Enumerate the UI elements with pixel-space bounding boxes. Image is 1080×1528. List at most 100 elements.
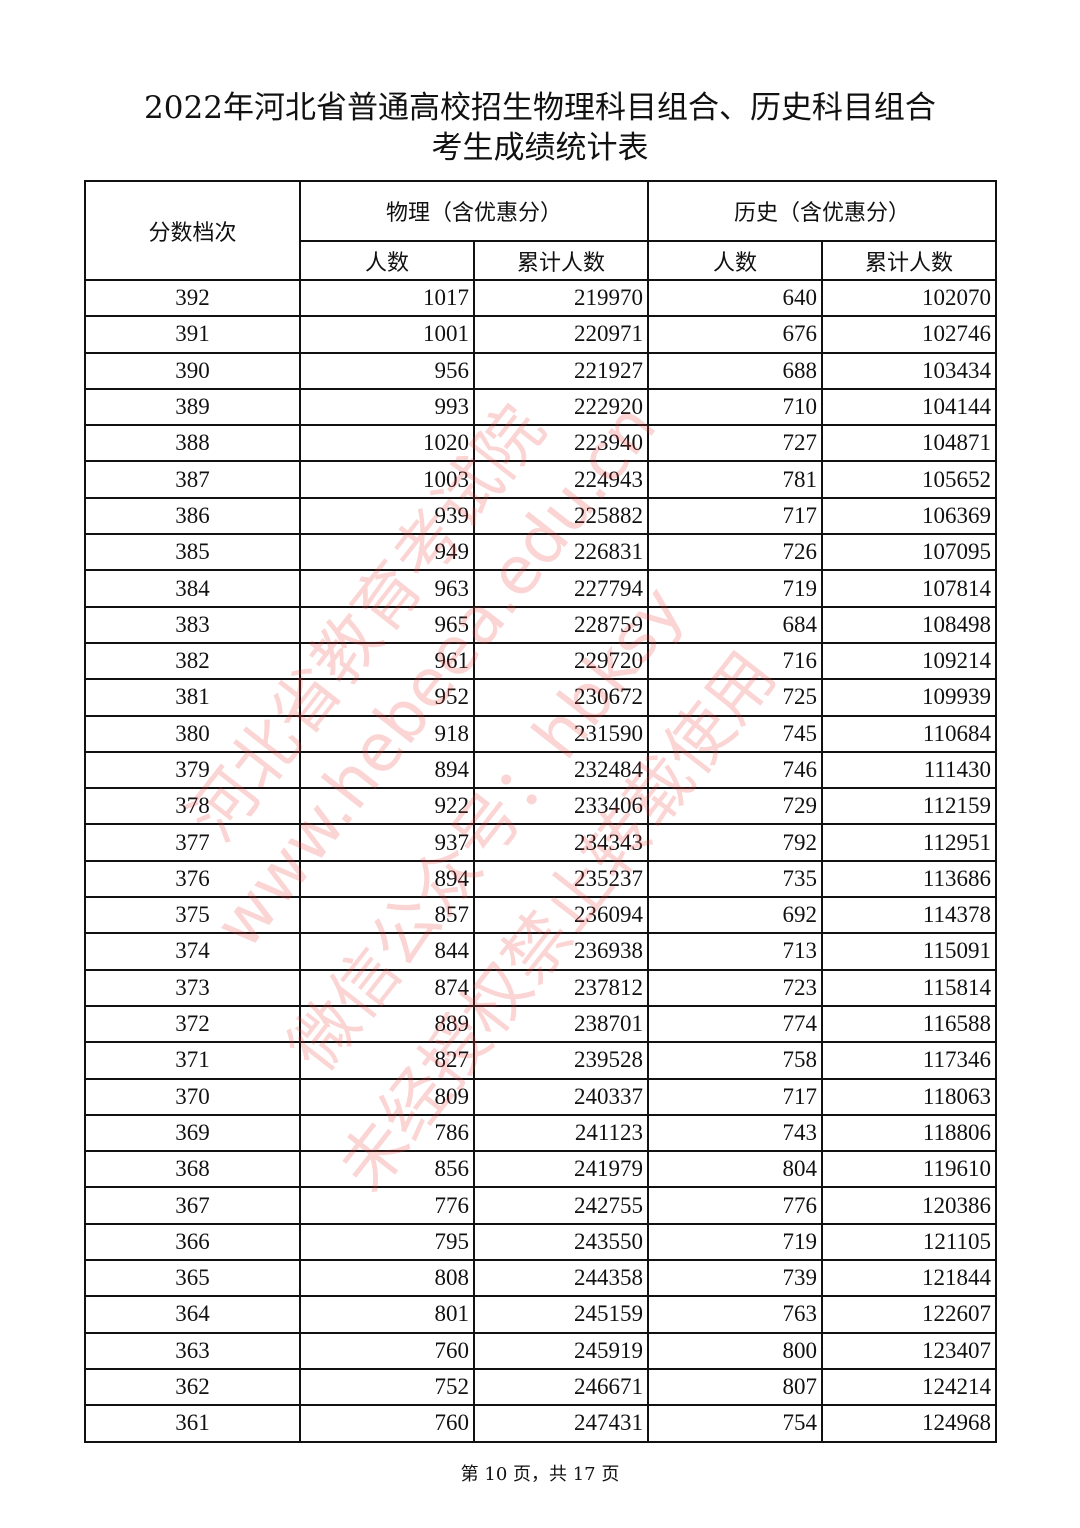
cell-physics-cumulative: 234343 (472, 823, 650, 862)
cell-history-cumulative: 121105 (821, 1222, 998, 1262)
cell-history-cumulative: 118806 (821, 1113, 998, 1153)
cell-physics-count: 894 (299, 859, 475, 899)
cell-history-count: 774 (647, 1004, 824, 1044)
cell-history-count: 800 (647, 1331, 824, 1370)
page-number: 第 10 页，共 17 页 (460, 1464, 620, 1485)
cell-score: 367 (84, 1186, 301, 1225)
cell-score: 371 (84, 1041, 301, 1080)
table-row: 392 1017 219970 640 102070 (84, 278, 998, 318)
cell-physics-count: 809 (299, 1077, 475, 1116)
cell-history-count: 676 (647, 315, 824, 354)
cell-score: 370 (84, 1077, 301, 1116)
table-row: 367 776 242755 776 120386 (84, 1186, 998, 1225)
table-row: 379 894 232484 746 111430 (84, 750, 998, 790)
cell-score: 385 (84, 533, 301, 572)
cell-score: 369 (84, 1113, 301, 1153)
cell-history-cumulative: 124214 (821, 1367, 998, 1407)
header-physics: 物理（含优惠分） (298, 180, 650, 242)
table-row: 391 1001 220971 676 102746 (84, 315, 998, 354)
cell-physics-cumulative: 237812 (472, 968, 650, 1007)
document-title: 2022年河北省普通高校招生物理科目组合、历史科目组合 (144, 90, 936, 126)
table-row: 362 752 246671 807 124214 (84, 1367, 998, 1407)
cell-physics-cumulative: 220971 (472, 315, 650, 354)
table-row: 374 844 236938 713 115091 (84, 932, 998, 971)
cell-physics-count: 776 (299, 1186, 475, 1225)
cell-history-cumulative: 121844 (821, 1259, 998, 1298)
cell-history-count: 716 (647, 641, 824, 681)
cell-history-count: 792 (647, 823, 824, 862)
cell-physics-count: 752 (299, 1367, 475, 1407)
cell-history-count: 743 (647, 1113, 824, 1153)
cell-history-count: 754 (647, 1404, 824, 1443)
header-physics-count: 人数 (299, 240, 475, 281)
cell-history-count: 692 (647, 896, 824, 935)
cell-history-count: 729 (647, 787, 824, 826)
document-subtitle: 考生成绩统计表 (431, 130, 649, 166)
cell-score: 361 (84, 1404, 301, 1443)
table-row: 370 809 240337 717 118063 (84, 1077, 998, 1116)
table-row: 383 965 228759 684 108498 (84, 605, 998, 644)
cell-score: 381 (84, 678, 301, 717)
cell-score: 382 (84, 641, 301, 681)
cell-physics-cumulative: 245159 (472, 1295, 650, 1334)
cell-history-count: 684 (647, 605, 824, 644)
table-row: 376 894 235237 735 113686 (84, 859, 998, 899)
cell-physics-count: 801 (299, 1295, 475, 1334)
cell-physics-count: 963 (299, 569, 475, 608)
cell-physics-cumulative: 224943 (472, 460, 650, 499)
table-row: 366 795 243550 719 121105 (84, 1222, 998, 1262)
cell-history-cumulative: 104871 (821, 424, 998, 463)
cell-physics-count: 939 (299, 496, 475, 536)
cell-physics-cumulative: 246671 (472, 1367, 650, 1407)
cell-physics-cumulative: 245919 (472, 1331, 650, 1370)
cell-physics-cumulative: 223940 (472, 424, 650, 463)
cell-physics-cumulative: 233406 (472, 787, 650, 826)
cell-score: 386 (84, 496, 301, 536)
cell-physics-count: 1020 (299, 424, 475, 463)
cell-physics-count: 760 (299, 1404, 475, 1443)
cell-physics-cumulative: 241979 (472, 1150, 650, 1189)
cell-history-cumulative: 103434 (821, 351, 998, 390)
cell-history-count: 776 (647, 1186, 824, 1225)
table-row: 377 937 234343 792 112951 (84, 823, 998, 862)
table-row: 363 760 245919 800 123407 (84, 1331, 998, 1370)
score-statistics-table: 分数档次 物理（含优惠分） 历史（含优惠分） 人数 累计人数 人数 累计人数 3… (84, 180, 998, 1443)
cell-history-cumulative: 123407 (821, 1331, 998, 1370)
table-row: 375 857 236094 692 114378 (84, 896, 998, 935)
cell-history-count: 719 (647, 1222, 824, 1262)
cell-physics-count: 795 (299, 1222, 475, 1262)
table-row: 371 827 239528 758 117346 (84, 1041, 998, 1080)
cell-physics-count: 1017 (299, 278, 475, 318)
cell-physics-cumulative: 221927 (472, 351, 650, 390)
cell-physics-count: 827 (299, 1041, 475, 1080)
cell-history-cumulative: 112951 (821, 823, 998, 862)
cell-physics-cumulative: 235237 (472, 859, 650, 899)
cell-physics-cumulative: 239528 (472, 1041, 650, 1080)
cell-history-count: 710 (647, 387, 824, 427)
cell-history-count: 746 (647, 750, 824, 790)
cell-history-cumulative: 119610 (821, 1150, 998, 1189)
table-row: 365 808 244358 739 121844 (84, 1259, 998, 1298)
cell-history-count: 781 (647, 460, 824, 499)
cell-score: 363 (84, 1331, 301, 1370)
cell-score: 376 (84, 859, 301, 899)
cell-score: 373 (84, 968, 301, 1007)
cell-history-cumulative: 120386 (821, 1186, 998, 1225)
cell-history-cumulative: 109214 (821, 641, 998, 681)
table-row: 361 760 247431 754 124968 (84, 1404, 998, 1443)
header-score-band: 分数档次 (84, 180, 301, 281)
cell-physics-cumulative: 242755 (472, 1186, 650, 1225)
cell-history-cumulative: 102746 (821, 315, 998, 354)
cell-history-cumulative: 118063 (821, 1077, 998, 1116)
cell-physics-count: 844 (299, 932, 475, 971)
cell-score: 372 (84, 1004, 301, 1044)
cell-history-cumulative: 111430 (821, 750, 998, 790)
cell-history-count: 640 (647, 278, 824, 318)
cell-history-cumulative: 112159 (821, 787, 998, 826)
cell-history-cumulative: 113686 (821, 859, 998, 899)
cell-history-count: 723 (647, 968, 824, 1007)
cell-physics-cumulative: 236094 (472, 896, 650, 935)
table-row: 381 952 230672 725 109939 (84, 678, 998, 717)
cell-score: 377 (84, 823, 301, 862)
cell-score: 378 (84, 787, 301, 826)
